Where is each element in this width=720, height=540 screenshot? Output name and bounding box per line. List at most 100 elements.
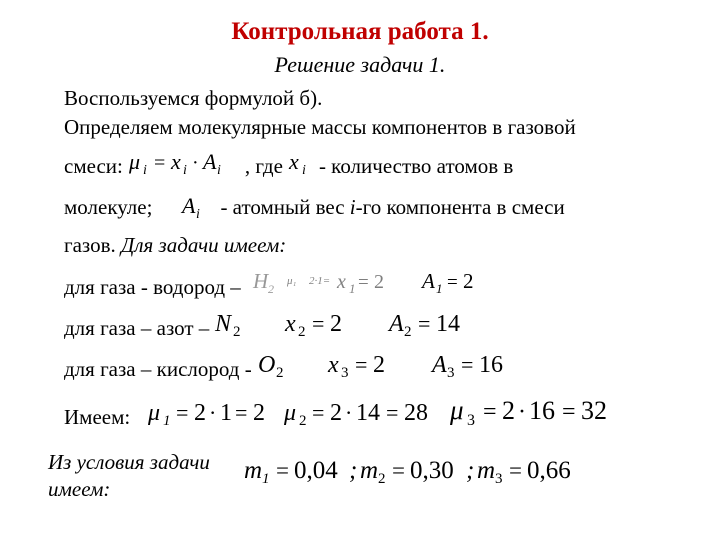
svg-text:2·1=: 2·1=	[309, 275, 330, 287]
formula-row-molecule: молекуле; A i - атомный вес i-го компоне…	[64, 189, 684, 226]
svg-text:i: i	[196, 207, 200, 222]
svg-text:x: x	[288, 149, 299, 174]
svg-text:=: =	[154, 152, 165, 174]
formula-A-i: A i	[182, 189, 208, 226]
svg-text:1: 1	[220, 400, 232, 426]
svg-text:i: i	[143, 163, 147, 178]
imeem-label: Имеем:	[64, 404, 130, 431]
svg-text:2: 2	[253, 400, 265, 426]
svg-text:μ₁: μ₁	[286, 275, 297, 287]
svg-text:2: 2	[404, 324, 412, 340]
svg-text:2: 2	[276, 365, 284, 381]
page-subtitle: Решение задачи 1.	[36, 51, 684, 80]
svg-text:μ: μ	[283, 400, 296, 426]
svg-text:A: A	[201, 149, 217, 174]
formula-mu2: μ 2 = 2 · 14 = 28	[284, 399, 444, 436]
svg-text:0,30: 0,30	[410, 457, 454, 484]
svg-text:;: ;	[349, 457, 357, 484]
intro-line-2: Определяем молекулярные массы компоненто…	[64, 114, 684, 141]
gas-hydrogen-row: для газа - водород – H 2 μ₁ 2·1= x 1 = 2…	[64, 270, 684, 305]
have-label: Для задачи имеем:	[116, 233, 287, 257]
svg-text:;: ;	[466, 457, 474, 484]
smesi-post: - количество атомов в	[319, 153, 513, 180]
formula-mu3: μ 3 = 2 · 16 = 32	[450, 397, 620, 438]
svg-text:2: 2	[299, 413, 307, 429]
formula-A3: A 3 = 16	[432, 352, 522, 387]
svg-text:=: =	[386, 400, 398, 425]
svg-text:·: ·	[209, 400, 216, 425]
page-title: Контрольная работа 1.	[36, 16, 684, 49]
condition-row: Из условия задачи имеем: m 1 = 0,04 ; m …	[48, 449, 684, 504]
formula-x-i: x i	[289, 150, 313, 183]
gazov-line: газов. Для задачи имеем:	[64, 232, 684, 259]
svg-text:x: x	[284, 311, 296, 337]
svg-text:2: 2	[378, 471, 386, 487]
svg-text:=: =	[562, 399, 576, 425]
svg-text:=: =	[312, 311, 324, 336]
svg-text:x: x	[327, 352, 339, 378]
formula-h2-chain: H 2 μ₁ 2·1= x 1 = 2 A 1 = 2	[247, 270, 487, 305]
svg-text:3: 3	[447, 365, 455, 381]
condition-label: Из условия задачи имеем:	[48, 449, 238, 504]
svg-text:2: 2	[463, 269, 474, 293]
molecule-post: - атомный вес i-го компонента в смеси	[220, 194, 564, 221]
gas-nitrogen-row: для газа – азот – N 2 x 2 = 2 A 2 = 14	[64, 311, 684, 346]
gas-o-label: для газа – кислород -	[64, 356, 252, 383]
svg-text:x: x	[170, 149, 181, 174]
svg-text:28: 28	[404, 400, 428, 426]
svg-text:=: =	[176, 400, 188, 425]
svg-text:i: i	[302, 163, 306, 178]
intro-line-1: Воспользуемся формулой б).	[64, 85, 684, 112]
svg-text:2: 2	[330, 311, 342, 337]
svg-text:m: m	[244, 457, 262, 484]
molecule-label: молекуле;	[64, 194, 152, 221]
svg-text:=: =	[418, 311, 430, 336]
svg-text:14: 14	[436, 311, 460, 337]
svg-text:=: =	[509, 458, 522, 483]
svg-text:14: 14	[356, 400, 380, 426]
gas-n-label: для газа – азот –	[64, 315, 209, 342]
svg-text:1: 1	[262, 471, 270, 487]
svg-text:2: 2	[298, 324, 306, 340]
svg-text:2: 2	[373, 352, 385, 378]
svg-text:16: 16	[529, 396, 555, 425]
svg-text:m: m	[360, 457, 378, 484]
svg-text:O: O	[258, 352, 275, 378]
svg-text:2: 2	[194, 400, 206, 426]
svg-text:=: =	[235, 400, 247, 425]
svg-text:1: 1	[436, 281, 443, 296]
svg-text:A: A	[430, 352, 447, 378]
smesi-mid: , где	[245, 153, 283, 180]
svg-text:=: =	[447, 272, 458, 293]
svg-text:1: 1	[163, 413, 171, 429]
gas-oxygen-row: для газа – кислород - O 2 x 3 = 2 A 3 = …	[64, 352, 684, 387]
svg-text:N: N	[214, 311, 233, 337]
formula-mu1: μ 1 = 2 · 1 = 2	[148, 399, 278, 436]
svg-text:1: 1	[349, 281, 356, 296]
svg-text:2: 2	[268, 282, 274, 296]
svg-text:A: A	[180, 193, 196, 218]
svg-text:16: 16	[479, 352, 503, 378]
formula-o2: O 2	[258, 352, 294, 387]
formula-n2: N 2	[215, 311, 251, 346]
svg-text:=: =	[355, 352, 367, 377]
imeem-row: Имеем: μ 1 = 2 · 1 = 2 μ 2 = 2 · 14 =	[64, 397, 684, 438]
svg-text:·: ·	[518, 399, 526, 425]
svg-text:=: =	[392, 458, 405, 483]
svg-text:A: A	[420, 269, 435, 293]
svg-text:3: 3	[495, 471, 503, 487]
gazov-label: газов.	[64, 233, 116, 257]
svg-text:2: 2	[233, 324, 241, 340]
svg-text:=: =	[312, 400, 324, 425]
svg-text:μ: μ	[449, 395, 464, 425]
svg-text:3: 3	[341, 365, 349, 381]
svg-text:2: 2	[502, 396, 515, 425]
svg-text:μ: μ	[147, 400, 160, 426]
svg-text:·: ·	[192, 152, 199, 174]
svg-text:=: =	[276, 458, 289, 483]
svg-text:A: A	[387, 311, 404, 337]
svg-text:μ: μ	[128, 149, 140, 174]
formula-x3: x 3 = 2	[328, 352, 398, 387]
svg-text:=: =	[483, 399, 497, 425]
svg-text:0,66: 0,66	[527, 457, 571, 484]
